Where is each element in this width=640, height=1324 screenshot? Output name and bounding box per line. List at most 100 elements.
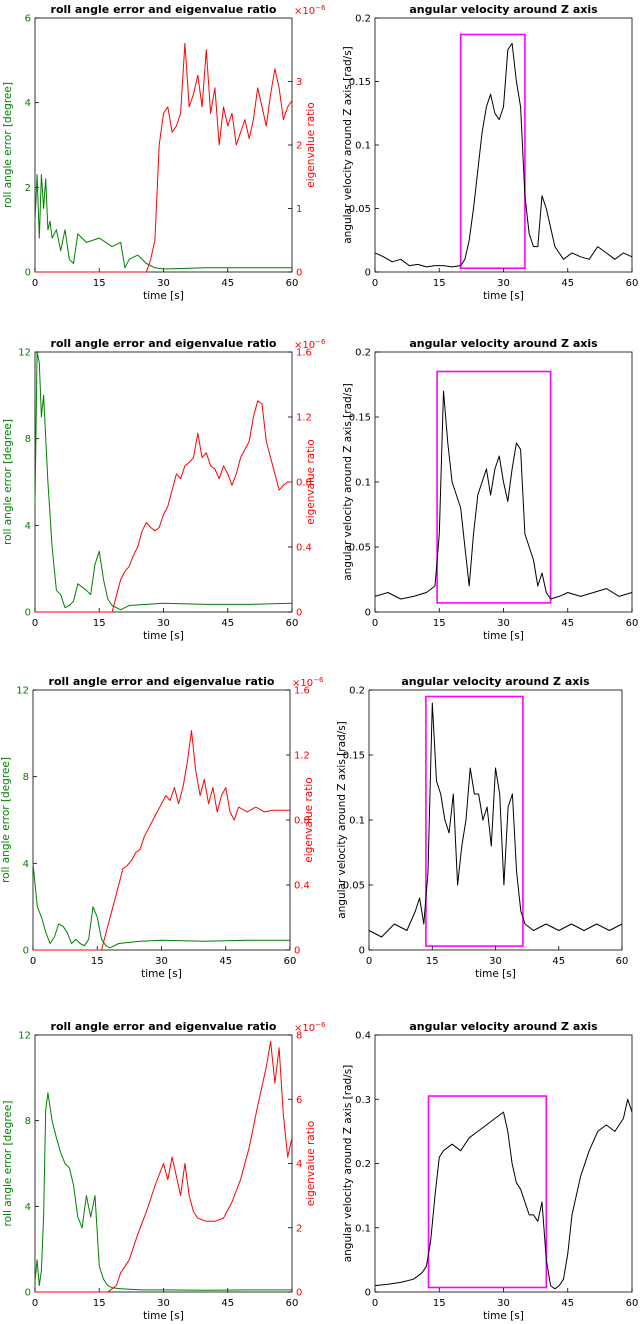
y-tick-label: 4 [25, 1202, 31, 1213]
y-tick-label: 12 [18, 348, 31, 359]
y-tick-label: 0 [25, 1288, 31, 1299]
chart-title: roll angle error and eigenvalue ratio [51, 1020, 277, 1033]
x-tick-label: 60 [626, 618, 639, 629]
chart-panel-6: 0 15 30 45 60 0 0.05 0.1 0.15 0.2 angular velocity… [336, 675, 628, 980]
x-axis-label: time [s] [143, 1310, 184, 1322]
x-axis-label: time [s] [475, 968, 516, 980]
x-tick-label: 45 [219, 956, 232, 967]
x-tick-label: 0 [366, 956, 372, 967]
x-tick-label: 15 [433, 618, 446, 629]
y2-exponent-label: ×10−6 [292, 676, 324, 689]
x-axis-label: time [s] [483, 630, 524, 642]
y-tick-label: 4 [25, 98, 31, 109]
y-tick-label: 0.05 [349, 204, 371, 215]
x-tick-label: 15 [93, 618, 106, 629]
x-tick-label: 0 [30, 956, 36, 967]
x-tick-label: 45 [552, 956, 565, 967]
x-axis-label: time [s] [141, 968, 182, 980]
y2-exponent-label: ×10−6 [294, 4, 326, 17]
series-line-main [368, 702, 623, 938]
chart-title: roll angle error and eigenvalue ratio [51, 3, 277, 16]
y-tick-label: 0.2 [355, 348, 371, 359]
y2-exponent-label: ×10−6 [294, 338, 326, 351]
x-tick-label: 30 [489, 956, 502, 967]
x-tick-label: 60 [284, 956, 297, 967]
x-tick-label: 45 [561, 618, 574, 629]
series-line-left [34, 174, 292, 270]
plot-frame [374, 1034, 633, 1293]
y-tick-label: 6 [25, 14, 31, 25]
y-tick-label: 0.4 [355, 1031, 371, 1042]
y-tick-label: 0.1 [355, 478, 371, 489]
highlight-box [425, 695, 524, 947]
highlight-box [436, 370, 552, 604]
x-tick-label: 0 [32, 1298, 38, 1309]
y-axis-label: roll angle error [degree] [2, 1101, 14, 1227]
highlight-box [459, 33, 526, 269]
y-tick-label: 0.2 [355, 14, 371, 25]
x-tick-label: 60 [286, 1298, 299, 1309]
x-tick-label: 30 [157, 1298, 170, 1309]
plot-frame [368, 689, 623, 951]
x-tick-label: 30 [157, 278, 170, 289]
chart-title: roll angle error and eigenvalue ratio [49, 675, 275, 688]
x-tick-label: 15 [93, 278, 106, 289]
y-tick-label: 0 [23, 946, 29, 957]
series-line-left [34, 1092, 292, 1291]
y2-tick-label: 0.4 [296, 543, 312, 554]
y-tick-label: 0.3 [355, 1095, 371, 1106]
x-tick-label: 45 [221, 618, 234, 629]
y2-tick-label: 0 [296, 608, 302, 619]
x-tick-label: 30 [157, 618, 170, 629]
series-line-right [35, 400, 292, 613]
plot-frame [32, 689, 291, 951]
chart-title: angular velocity around Z axis [409, 337, 598, 350]
x-tick-label: 60 [626, 278, 639, 289]
y2-axis-label: eigenvalue ratio [305, 1121, 317, 1206]
x-axis-label: time [s] [483, 1310, 524, 1322]
y-tick-label: 0 [365, 1288, 371, 1299]
y-tick-label: 0.1 [355, 141, 371, 152]
y-axis-label: roll angle error [degree] [2, 82, 14, 208]
y-tick-label: 0 [359, 946, 365, 957]
y-tick-label: 0 [25, 608, 31, 619]
x-tick-label: 15 [433, 1298, 446, 1309]
y-axis-label: angular velocity around Z axis [rad/s] [336, 721, 348, 919]
x-tick-label: 45 [561, 1298, 574, 1309]
y-axis-label: angular velocity around Z axis [rad/s] [342, 383, 354, 581]
y2-axis-label: eigenvalue ratio [303, 777, 315, 862]
y2-tick-label: 1.6 [294, 686, 310, 697]
y-tick-label: 8 [25, 1116, 31, 1127]
chart-panel-4: 0 15 30 45 60 0 0.05 0.1 0.15 0.2 angular velocity… [342, 337, 638, 642]
y-tick-label: 0.2 [355, 1159, 371, 1170]
plot-frame [374, 17, 633, 273]
x-tick-label: 30 [155, 956, 168, 967]
y-tick-label: 2 [25, 183, 31, 194]
chart-title: angular velocity around Z axis [409, 3, 598, 16]
chart-title: angular velocity around Z axis [401, 675, 590, 688]
y2-tick-label: 1.2 [296, 413, 312, 424]
y-tick-label: 0 [25, 268, 31, 279]
y-tick-label: 4 [25, 521, 31, 532]
x-tick-label: 60 [286, 278, 299, 289]
y-tick-label: 0 [365, 268, 371, 279]
y-tick-label: 0.1 [355, 1223, 371, 1234]
x-tick-label: 45 [221, 1298, 234, 1309]
y-axis-label: angular velocity around Z axis [rad/s] [342, 1065, 354, 1263]
x-tick-label: 45 [221, 278, 234, 289]
y2-tick-label: 0 [294, 946, 300, 957]
y-tick-label: 0.05 [343, 881, 365, 892]
highlight-box [427, 1095, 548, 1289]
x-tick-label: 30 [497, 618, 510, 629]
y2-tick-label: 1.6 [296, 348, 312, 359]
chart-title: roll angle error and eigenvalue ratio [51, 337, 277, 350]
chart-panel-2: 0 15 30 45 60 0 0.05 0.1 0.15 0.2 angular velocity… [342, 3, 638, 302]
x-axis-label: time [s] [143, 290, 184, 302]
y2-tick-label: 6 [296, 1095, 302, 1106]
y-tick-label: 0.05 [349, 543, 371, 554]
plot-frame [34, 351, 293, 613]
y2-tick-label: 0.4 [294, 881, 310, 892]
